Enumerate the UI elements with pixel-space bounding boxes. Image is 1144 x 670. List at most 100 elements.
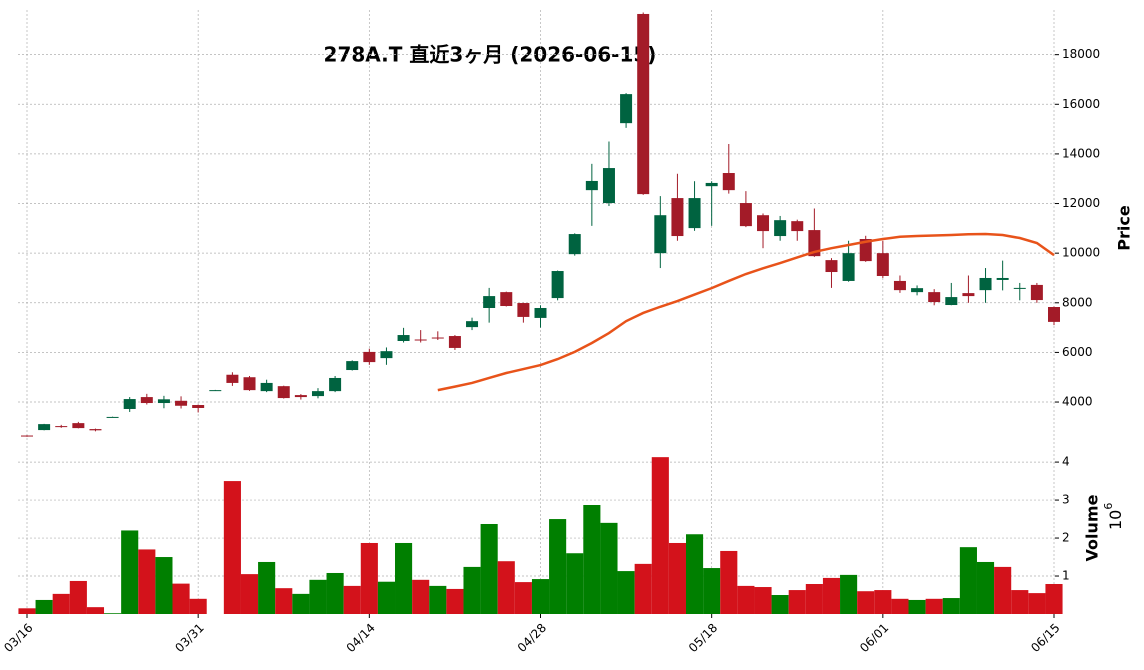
x-tick-label: 06/15 [1028,621,1062,655]
volume-bar [703,568,721,614]
volume-bar [685,534,704,614]
candle-body [311,391,324,397]
volume-bar [976,561,995,614]
volume-bar [840,574,858,614]
volume-bar [258,561,276,614]
y-tick-label: 6000 [1062,345,1093,359]
volume-bar [737,585,755,614]
volume-bar [104,613,122,614]
volume-bar [1011,590,1029,614]
volume-bar [18,608,36,614]
volume-bar [1045,583,1063,614]
candle-body [243,377,256,391]
candle-body [294,395,307,398]
volume-bar [86,607,105,614]
candle-body [962,293,975,297]
volume-bar [446,588,464,614]
y-tick-label: 18000 [1062,47,1100,61]
volume-bar [720,550,738,614]
volume-bar [360,542,378,614]
volume-bar [412,579,430,614]
candle-body [996,277,1009,280]
candle-body [688,198,701,229]
price-axis-title: Price [1115,205,1134,251]
candle-body [277,386,290,399]
y-tick-label: 4 [1062,455,1070,469]
candle-body [585,180,598,191]
offset-exponent: 6 [1102,503,1115,510]
volume-bar [121,530,139,614]
volume-bar [189,598,207,614]
volume-bar [1028,593,1046,614]
candle-body [21,435,33,437]
candle-body [534,307,547,318]
candle-body [637,13,650,195]
volume-bar [822,577,841,614]
volume-bar [343,585,361,614]
candle-body [517,303,530,317]
volume-bar [908,599,926,614]
y-tick-label: 12000 [1062,196,1100,210]
candle-body [1048,307,1060,322]
candle-body [893,280,906,291]
candle-body [705,182,718,187]
candle-body [1030,284,1043,301]
candle-body [346,361,359,371]
volume-bar [309,579,327,614]
candle-body [739,203,752,227]
candle-body [38,424,51,431]
volume-bar [240,574,259,614]
volume-bar [549,519,567,614]
volume-bar [754,587,772,614]
candle-body [876,253,889,276]
volume-bar [874,590,892,614]
volume-bar [634,563,652,614]
candle-body [911,288,924,293]
volume-bar [857,591,875,614]
volume-bar [395,542,413,614]
offset-base: 10 [1106,510,1125,530]
volume-bar [497,561,515,614]
candle-body [654,215,667,254]
volume-bar [172,583,190,614]
candle-body [551,271,564,299]
volume-bar [223,481,241,614]
volume-bar [292,593,310,614]
candle-body [329,377,342,392]
volume-bar [994,566,1012,614]
volume-bar [668,542,686,614]
volume-bar [771,595,789,614]
y-tick-label: 3 [1062,493,1070,507]
candle-body [568,234,581,255]
candle-body [791,221,804,232]
volume-bar [651,457,669,614]
candle-body [431,337,444,339]
candle-body [397,335,410,341]
volume-bar [138,549,156,614]
x-tick-label: 04/14 [344,621,378,655]
volume-bar [429,585,447,614]
candle-body [500,292,513,307]
candle-body [979,277,992,291]
volume-bar [480,523,498,614]
candle-body [140,397,153,404]
x-tick-label: 06/01 [857,621,891,655]
candle-body [209,390,222,392]
candle-body [175,400,188,406]
candle-body [808,230,821,257]
volume-bar [959,547,977,614]
x-tick-label: 03/31 [172,621,206,655]
candle-body [671,198,684,237]
candle-body [620,94,633,124]
candle-body [774,220,787,237]
volume-bar [463,566,481,614]
moving-average-line [437,232,1055,392]
volume-bar [52,593,70,614]
candle-body [602,168,615,204]
volume-bar [566,553,584,614]
candle-body [72,423,85,429]
candle-body [192,405,205,408]
y-tick-label: 14000 [1062,146,1100,160]
x-tick-label: 05/18 [686,621,720,655]
